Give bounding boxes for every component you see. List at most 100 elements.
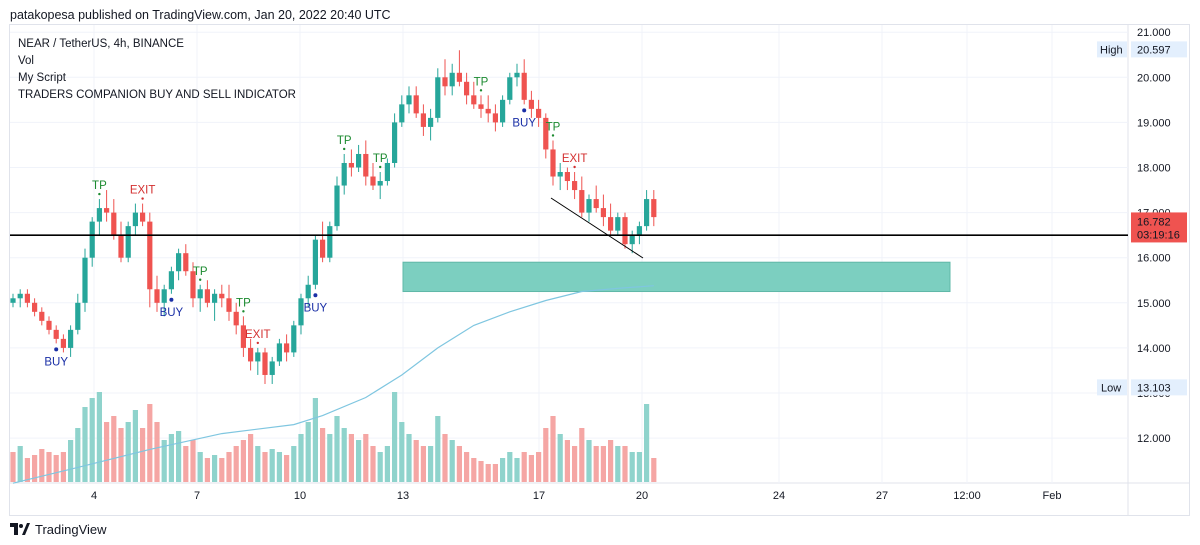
candle-body — [507, 77, 513, 100]
candle — [521, 59, 527, 105]
legend-indicator-companion[interactable]: TRADERS COMPANION BUY AND SELL INDICATOR — [18, 89, 296, 101]
volume-bar — [586, 440, 592, 482]
candle — [586, 194, 592, 222]
candle-body — [39, 311, 45, 321]
candle-body — [478, 104, 484, 109]
tradingview-logo-icon — [10, 523, 30, 535]
candle — [456, 50, 462, 87]
volume-bar — [32, 455, 38, 482]
candle — [348, 149, 354, 177]
volume-bar — [269, 449, 275, 482]
candle-body — [168, 271, 174, 290]
support-zone-layer — [402, 261, 951, 293]
candle — [536, 99, 542, 127]
volume-bar — [392, 392, 398, 482]
volume-bar — [615, 446, 621, 482]
candle-body — [118, 235, 124, 258]
volume-bar — [17, 446, 23, 482]
time-tick-label: 17 — [533, 490, 545, 502]
candle — [46, 316, 52, 335]
low-value: 13.103 — [1137, 382, 1171, 394]
volume-bar — [406, 434, 412, 482]
candle-body — [334, 185, 340, 227]
moving-average-layer — [12, 285, 654, 484]
candle — [370, 162, 376, 191]
signal-dot — [479, 89, 483, 92]
volume-bar — [154, 422, 160, 482]
candle-body — [154, 289, 160, 303]
published-caption: patakopesa published on TradingView.com,… — [10, 8, 391, 22]
signal-dot — [199, 278, 202, 281]
candle — [392, 113, 398, 168]
candle — [17, 289, 23, 308]
candle-body — [356, 153, 362, 168]
candle-body — [248, 347, 254, 362]
signal-tp: TP — [474, 76, 489, 88]
candle-body — [348, 162, 354, 168]
volume-bar — [111, 416, 117, 482]
candle-body — [636, 226, 642, 236]
horizontal-lines — [10, 197, 1128, 259]
candle — [118, 221, 124, 263]
signal-tp: TP — [373, 153, 388, 165]
candle — [176, 248, 182, 281]
candle — [528, 90, 534, 118]
legend-indicator-script[interactable]: My Script — [18, 72, 66, 84]
candle-body — [644, 199, 650, 227]
high-value: 20.597 — [1137, 44, 1171, 56]
candle-body — [564, 172, 570, 182]
time-tick-label: 20 — [636, 490, 648, 502]
candle-body — [140, 212, 146, 222]
candle-body — [176, 253, 182, 272]
high-value-bg — [1131, 41, 1187, 58]
candle-body — [89, 221, 95, 258]
volume-bar — [262, 452, 268, 482]
support-zone[interactable] — [402, 261, 951, 293]
volume-bar — [75, 428, 81, 482]
candle — [442, 59, 448, 96]
volume-bar — [557, 434, 563, 482]
candle-body — [312, 239, 318, 285]
volume-bar — [312, 398, 318, 482]
chart-frame[interactable] — [9, 24, 1190, 516]
candle-body — [370, 176, 376, 186]
candle-body — [622, 217, 628, 245]
legend-symbol[interactable]: NEAR / TetherUS, 4h, BINANCE — [18, 38, 184, 50]
candle-body — [428, 117, 434, 127]
candle — [161, 284, 167, 317]
volume-bar — [543, 428, 549, 482]
volume-bar — [514, 458, 520, 482]
legend-indicator-vol[interactable]: Vol — [18, 55, 34, 67]
candle-body — [536, 108, 542, 118]
candle — [593, 185, 599, 213]
volume-bar — [384, 446, 390, 482]
candle — [543, 113, 549, 159]
volume-bar — [550, 416, 556, 482]
candle-body — [298, 298, 304, 326]
candle — [327, 221, 333, 263]
signal-buy: BUY — [160, 307, 184, 319]
signal-tp: TP — [92, 180, 107, 192]
candle-body — [521, 72, 527, 100]
candle-body — [132, 212, 138, 227]
volume-bar — [204, 458, 210, 482]
candle — [68, 325, 74, 357]
volume-bar — [521, 452, 527, 482]
volume-bar — [507, 452, 513, 482]
time-tick-label: 10 — [294, 490, 306, 502]
candle-body — [320, 239, 326, 258]
candle — [276, 338, 282, 366]
candle-body — [96, 208, 102, 222]
buy-dot — [169, 297, 174, 302]
volume-bar — [536, 452, 542, 482]
trend-line[interactable] — [550, 197, 644, 259]
signal-labels: BUY TP EXIT BUY TP TP EXIT BUY TP TP TP BUY TP EXIT — [44, 76, 587, 368]
candle-body — [629, 235, 635, 245]
candle-body — [10, 298, 16, 303]
candle-body — [608, 217, 614, 231]
candle — [406, 86, 412, 114]
candle-body — [399, 104, 405, 123]
volume-bar — [629, 452, 635, 482]
candle — [111, 199, 117, 240]
